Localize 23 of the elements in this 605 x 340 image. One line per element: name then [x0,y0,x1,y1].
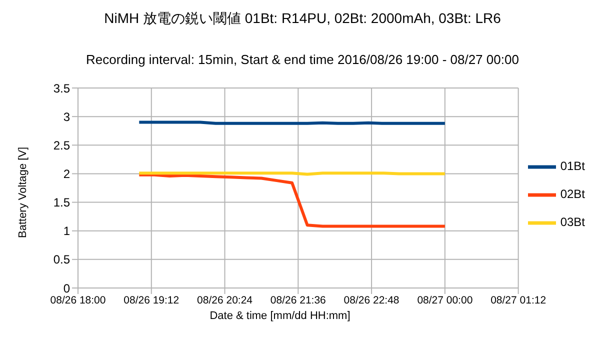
line-series [138,173,446,228]
y-tick-label: 2.5 [53,138,70,152]
legend-label: 02Bt [560,187,585,202]
x-tick-label: 08/26 22:48 [344,294,400,306]
y-tick-label: 1.5 [53,196,70,210]
y-tick-label: 2 [63,166,70,181]
x-axis-title: Date & time [mm/dd HH:mm] [208,310,352,322]
x-tick-label: 08/26 20:24 [197,294,253,306]
y-tick-label: 0 [63,281,70,296]
legend-label: 01Bt [560,159,585,174]
y-tick-label: 3 [63,110,70,124]
x-tick-label: 08/27 01:12 [490,294,546,306]
y-tick-label: 3.5 [53,81,70,96]
y-tick-label: 1 [63,224,70,238]
y-axis-title: Battery Voltage [V] [16,146,29,238]
x-tick-label: 08/26 21:36 [270,294,326,306]
chart-title: NiMH 放電の鋭い閾値 01Bt: R14PU, 02Bt: 2000mAh, 03Bt: LR6 [103,10,502,28]
x-tick-label: 08/26 18:00 [50,294,106,306]
legend-label: 03Bt [560,215,585,230]
y-tick-label: 0.5 [53,252,70,267]
chart-subtitle: Recording interval: 15min, Start & end time 2016/08/26 19:00 - 08/27 00:00 [85,52,520,67]
x-tick-label: 08/26 19:12 [124,294,180,306]
x-tick-label: 08/27 00:00 [417,294,473,306]
